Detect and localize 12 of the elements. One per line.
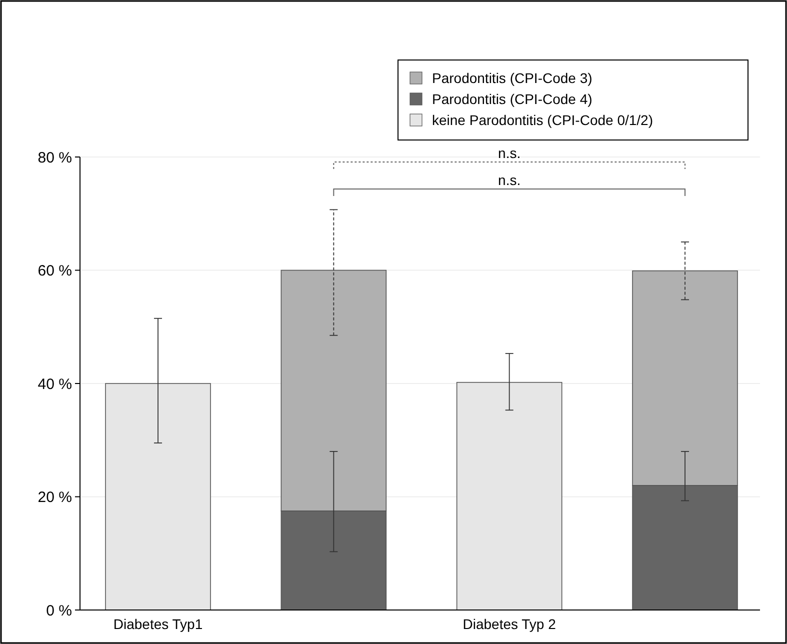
annotation: n.s. xyxy=(498,145,521,161)
legend-label: Parodontitis (CPI-Code 3) xyxy=(432,70,592,86)
x-tick-label: Diabetes Typ1 xyxy=(113,616,203,632)
y-tick-label: 20 % xyxy=(38,489,72,506)
x-tick-label: Diabetes Typ 2 xyxy=(462,616,556,632)
y-tick-label: 40 % xyxy=(38,376,72,393)
annotation: n.s. xyxy=(498,172,521,188)
legend-label: keine Parodontitis (CPI-Code 0/1/2) xyxy=(432,112,653,128)
y-tick-label: 0 % xyxy=(46,602,72,620)
y-tick-label: 80 % xyxy=(38,149,72,166)
legend-label: Parodontitis (CPI-Code 4) xyxy=(432,90,592,107)
y-tick-label: 60 % xyxy=(38,262,72,280)
